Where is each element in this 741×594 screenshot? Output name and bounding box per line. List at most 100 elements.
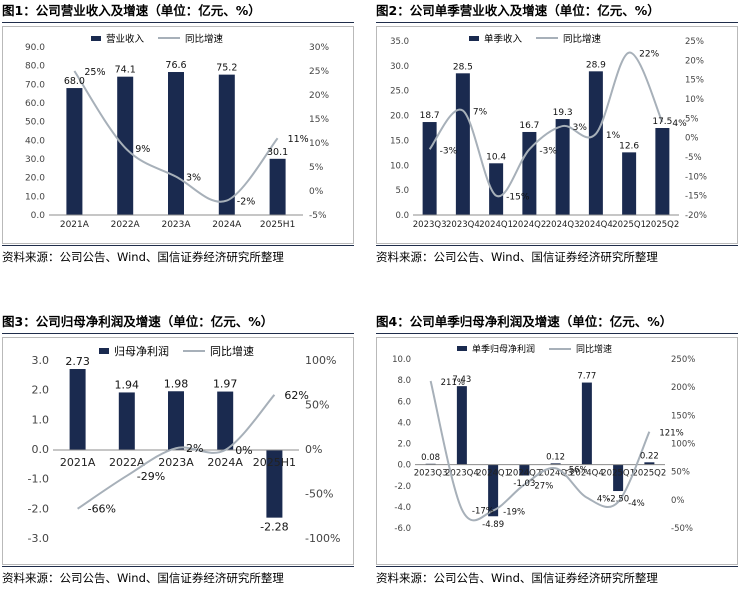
y-right-tick-label: 25% — [309, 67, 329, 77]
y-left-tick-label: 0.0 — [397, 461, 411, 471]
y-left-tick-label: 10.0 — [390, 161, 409, 171]
y-left-tick-label: 5.0 — [395, 186, 409, 196]
y-left-tick-label: 25.0 — [390, 87, 409, 97]
bar — [118, 392, 135, 450]
y-right-tick-label: 200% — [671, 383, 695, 393]
x-tick-label: 2025H1 — [260, 220, 295, 230]
growth-line — [77, 394, 276, 510]
growth-value-label: 7% — [473, 108, 488, 118]
y-right-tick-label: 0% — [671, 496, 685, 506]
bar — [613, 464, 624, 492]
chart-svg: -6.0 -4.0 -2.0 0.0 2.0 4.0 6.0 8.0 10.0 -50% 0% 50%… — [392, 355, 695, 534]
chart-panel-3: 图3：公司归母净利润及增速（单位：亿元、%） -3.0 -2.0 -1.0 0.0 1.… — [2, 311, 354, 594]
growth-value-label: 11% — [288, 134, 309, 145]
growth-value-label: -3% — [440, 146, 458, 156]
bar — [66, 88, 83, 215]
source-note: 资料来源：公司公告、Wind、国信证券经济研究所整理 — [2, 571, 284, 585]
legend-label-bar: 归母净利润 — [114, 345, 169, 358]
y-right-tick-label: -15% — [685, 192, 707, 202]
y-right-tick-label: -50% — [305, 488, 333, 501]
y-right-tick-label: 10% — [309, 139, 329, 149]
legend-swatch-line — [158, 37, 181, 39]
legend-label-bar: 单季收入 — [484, 34, 523, 45]
legend-swatch-bar — [457, 346, 467, 351]
y-left-tick-label: -2.0 — [394, 482, 411, 492]
x-tick-label: 2022A — [111, 220, 141, 230]
bar — [456, 386, 467, 465]
growth-value-label: 2% — [186, 442, 203, 455]
legend-item-line: 同比增速 — [183, 343, 254, 359]
bar — [489, 163, 504, 215]
y-left-tick-label: 50.0 — [25, 118, 45, 128]
y-left-tick-label: 35.0 — [390, 37, 409, 47]
bar — [69, 369, 86, 450]
growth-value-label: 3% — [186, 173, 201, 184]
growth-value-label: 1% — [606, 131, 621, 141]
x-tick-label: 2021A — [60, 220, 90, 230]
growth-value-label: 27% — [534, 482, 553, 492]
source-note: 资料来源：公司公告、Wind、国信证券经济研究所整理 — [376, 571, 658, 585]
bar — [622, 152, 637, 215]
bar — [168, 72, 184, 215]
bar — [644, 462, 655, 465]
legend-swatch-bar — [469, 35, 479, 41]
x-tick-label: 2024A — [207, 456, 243, 469]
y-right-tick-label: 50% — [671, 468, 690, 478]
bar — [117, 76, 134, 216]
legend-label-line: 同比增速 — [576, 345, 613, 355]
growth-value-label: -17% — [472, 506, 494, 516]
bar-value-label: 74.1 — [115, 65, 136, 76]
growth-value-label: -56% — [566, 465, 588, 475]
bar — [217, 391, 234, 450]
bar-value-label: 12.6 — [619, 141, 639, 151]
bar-value-label: 0.22 — [640, 451, 659, 461]
chart-title: 图4：公司单季归母净利润及增速（单位：亿元、%） — [376, 314, 673, 329]
legend-swatch-bar — [91, 35, 101, 41]
x-tick-label: 2023Q4 — [445, 469, 479, 479]
bar — [550, 463, 561, 465]
bar-value-label: 1.97 — [213, 378, 238, 391]
y-right-tick-label: 10% — [685, 95, 704, 105]
y-left-tick-label: 20.0 — [25, 174, 45, 184]
y-right-tick-label: -20% — [685, 211, 707, 221]
growth-value-label: 211% — [441, 378, 465, 388]
x-tick-label: 2023A — [158, 456, 194, 469]
bar-value-label: -1.03 — [513, 479, 535, 489]
y-left-tick-label: -3.0 — [28, 532, 49, 545]
bar-value-label: 17.5 — [652, 117, 672, 127]
chart-legend: 单季归母净利润 同比增速 — [457, 342, 612, 355]
growth-line — [73, 70, 279, 203]
x-tick-label: 2024Q3 — [546, 220, 580, 230]
legend-item-bar: 单季归母净利润 — [457, 342, 535, 355]
x-tick-label: 2025Q1 — [601, 469, 635, 479]
y-left-tick-label: 60.0 — [25, 99, 45, 109]
bar — [455, 73, 470, 215]
y-right-tick-label: 0% — [685, 134, 699, 144]
y-right-tick-label: 100% — [671, 440, 695, 450]
source-rule — [376, 245, 738, 246]
y-left-tick-label: 0.0 — [32, 443, 50, 456]
bar-value-label: -2.28 — [260, 521, 288, 534]
y-left-tick-label: 2.0 — [397, 440, 411, 450]
chart-frame: -3.0 -2.0 -1.0 0.0 1.0 2.0 3.0 -100% -50% 0% 50% 10… — [2, 337, 354, 565]
x-tick-label: 2025H1 — [253, 456, 296, 469]
y-left-tick-label: 15.0 — [390, 136, 409, 146]
legend-item-bar: 单季收入 — [469, 31, 522, 45]
y-right-tick-label: 0% — [305, 443, 322, 456]
bar-value-label: 75.2 — [216, 63, 237, 74]
x-tick-label: 2025Q1 — [612, 220, 646, 230]
legend-label-line: 同比增速 — [563, 34, 602, 45]
y-left-tick-label: 20.0 — [390, 112, 409, 122]
y-left-tick-label: 0.0 — [395, 211, 409, 221]
y-right-tick-label: 20% — [685, 56, 704, 66]
bar-value-label: 28.9 — [586, 60, 606, 70]
bar-value-label: -4.89 — [482, 520, 504, 530]
legend-label-bar: 营业收入 — [106, 34, 145, 45]
y-left-tick-label: 1.0 — [32, 413, 50, 426]
x-tick-label: 2024Q2 — [508, 469, 542, 479]
y-left-tick-label: -2.0 — [28, 502, 49, 515]
chart-svg: 0.0 10.0 20.0 30.0 40.0 50.0 60.0 70.0 80.0 90.0 -… — [25, 43, 329, 230]
bar — [218, 74, 235, 215]
bar — [588, 71, 603, 215]
chart-frame: -6.0 -4.0 -2.0 0.0 2.0 4.0 6.0 8.0 10.0 -50% 0% 50%… — [376, 337, 738, 565]
